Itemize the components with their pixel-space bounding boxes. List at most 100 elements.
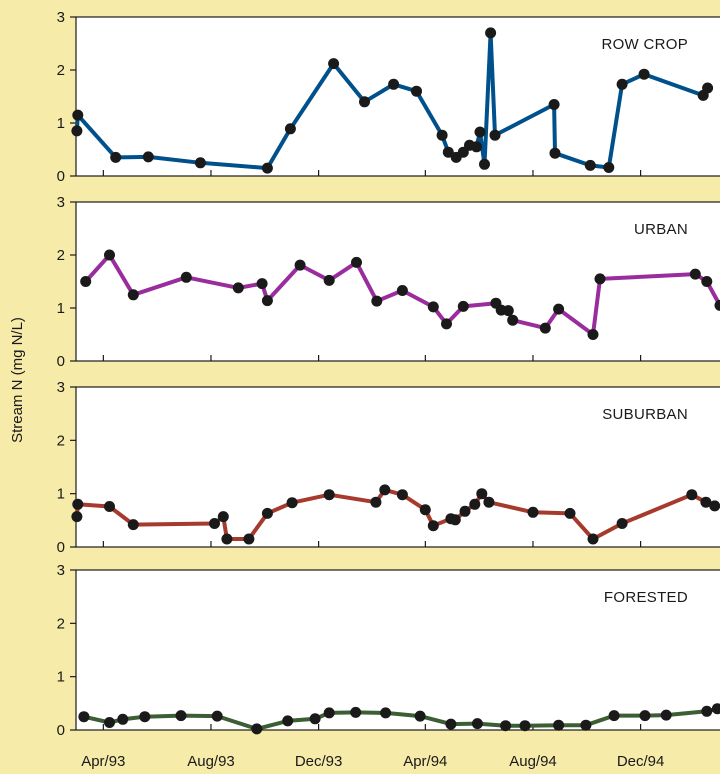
y-tick-label: 1 [57, 300, 65, 317]
data-point [427, 301, 439, 313]
data-point [471, 718, 483, 730]
data-point [294, 259, 306, 271]
data-point [261, 295, 273, 307]
data-point [71, 125, 83, 137]
data-point [221, 533, 233, 545]
data-point [396, 489, 408, 501]
data-point [476, 488, 488, 500]
data-point [286, 497, 298, 509]
data-point [323, 274, 335, 286]
data-point [261, 507, 273, 519]
y-tick-label: 1 [57, 669, 65, 686]
y-tick-label: 3 [57, 379, 65, 396]
data-point [584, 159, 596, 171]
data-point [388, 78, 400, 90]
data-point [500, 720, 512, 732]
data-point [323, 489, 335, 501]
data-point [284, 123, 296, 135]
panel-row-crop: 0 1 2 3 ROW CROP [57, 9, 720, 185]
y-tick-label: 1 [57, 486, 65, 503]
data-point [479, 158, 490, 170]
data-point [104, 249, 115, 261]
data-point [714, 299, 720, 311]
data-point [175, 710, 187, 722]
data-point [701, 276, 713, 287]
x-tick-label: Aug/93 [187, 753, 235, 770]
data-point [142, 151, 154, 163]
data-point [232, 282, 244, 294]
data-point [483, 496, 495, 508]
data-point [414, 710, 426, 722]
data-point [80, 276, 92, 287]
data-point [638, 68, 650, 80]
y-tick-label: 3 [57, 194, 65, 211]
data-point [700, 496, 712, 508]
data-point [427, 520, 439, 532]
data-point [549, 147, 561, 159]
data-point [469, 498, 481, 510]
panel-label: ROW CROP [601, 36, 688, 53]
data-point [553, 303, 565, 315]
panel-label: URBAN [634, 221, 688, 238]
data-point [371, 295, 383, 307]
data-point [441, 318, 452, 330]
data-point [709, 500, 720, 512]
data-point [72, 109, 84, 121]
data-point [323, 707, 335, 719]
data-point [251, 723, 263, 735]
panel-suburban: 0 1 2 3 SUBURBAN [57, 379, 720, 556]
x-tick-label: Apr/93 [81, 753, 125, 770]
y-tick-label: 2 [57, 615, 65, 632]
data-point [580, 719, 592, 731]
plot-area [75, 386, 720, 548]
data-point [127, 289, 139, 301]
data-point [485, 27, 497, 39]
data-point [553, 719, 565, 731]
data-point [379, 484, 391, 496]
data-point [117, 713, 129, 725]
y-tick-label: 2 [57, 62, 65, 79]
data-point [457, 300, 469, 312]
y-tick-label: 3 [57, 9, 65, 26]
data-point [351, 256, 362, 268]
data-point [660, 709, 672, 721]
data-point [72, 498, 84, 510]
data-point [639, 710, 651, 722]
y-tick-label: 2 [57, 247, 65, 264]
data-point [471, 141, 482, 153]
data-point [419, 504, 431, 516]
data-point [474, 126, 486, 138]
data-point [702, 82, 714, 94]
data-point [194, 157, 206, 169]
data-point [370, 496, 382, 508]
data-point [104, 501, 115, 512]
data-point [261, 162, 273, 174]
data-point [411, 85, 422, 97]
data-point [217, 511, 229, 523]
data-point [445, 718, 457, 730]
data-point [139, 711, 151, 723]
y-axis-title: Stream N (mg N/L) [9, 317, 26, 443]
data-point [489, 129, 501, 141]
panel-label: SUBURBAN [602, 406, 688, 423]
plot-area [75, 569, 720, 731]
data-point [442, 146, 454, 158]
x-tick-label: Aug/94 [509, 753, 557, 770]
data-point [282, 715, 294, 727]
data-point [587, 533, 599, 545]
data-point [689, 268, 701, 280]
data-point [616, 78, 628, 90]
data-point [180, 271, 192, 283]
data-point [548, 99, 560, 110]
data-point [104, 717, 115, 728]
data-point [328, 58, 340, 70]
data-point [603, 162, 615, 173]
x-tick-label: Dec/93 [295, 753, 343, 770]
data-point [502, 305, 514, 317]
y-tick-label: 2 [57, 432, 65, 449]
x-tick-label: Apr/94 [403, 753, 447, 770]
panel-label: FORESTED [604, 589, 688, 606]
data-point [436, 129, 448, 141]
data-point [449, 514, 461, 526]
data-point [380, 707, 392, 719]
